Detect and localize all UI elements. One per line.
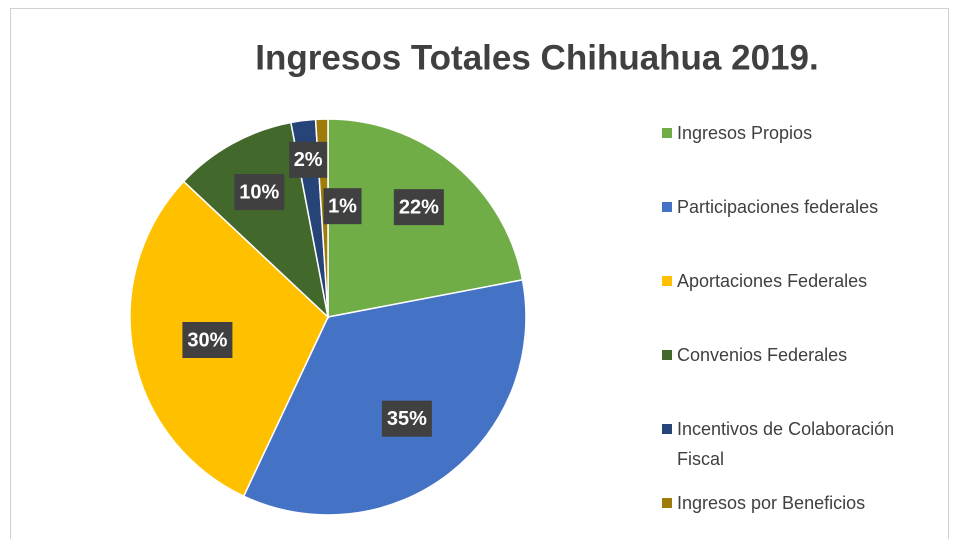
value-label-box xyxy=(381,400,432,437)
legend-item: Participaciones federales xyxy=(662,192,942,222)
value-label-box xyxy=(234,174,285,211)
value-label-box xyxy=(289,141,328,178)
value-label: 2% xyxy=(294,149,323,171)
legend-swatch xyxy=(662,350,672,360)
pie-slice xyxy=(242,279,527,516)
value-label: 10% xyxy=(239,181,279,203)
legend-label: Ingresos por Beneficios xyxy=(677,493,866,513)
legend-swatch xyxy=(662,128,672,138)
chart-frame xyxy=(10,8,949,539)
legend-item: Ingresos Propios xyxy=(662,118,942,148)
legend-swatch xyxy=(662,202,672,212)
legend-item: Incentivos de Colaboración Fiscal xyxy=(662,414,942,474)
legend-swatch xyxy=(662,424,672,434)
legend-label: Convenios Federales xyxy=(677,345,848,365)
legend-label: Aportaciones Federales xyxy=(677,271,868,291)
legend-label: Ingresos Propios xyxy=(677,123,813,143)
chart-title: Ingresos Totales Chihuahua 2019. xyxy=(255,38,818,77)
value-label-box xyxy=(323,188,362,225)
value-label: 22% xyxy=(399,196,439,218)
legend-swatch xyxy=(662,498,672,508)
value-label: 30% xyxy=(187,329,227,351)
legend-label: Participaciones federales xyxy=(677,197,879,217)
legend-item: Ingresos por Beneficios xyxy=(662,488,942,518)
legend-swatch xyxy=(662,276,672,286)
value-label-box xyxy=(393,189,444,226)
value-label: 35% xyxy=(387,408,427,430)
legend-item: Aportaciones Federales xyxy=(662,266,942,296)
legend-item: Convenios Federales xyxy=(662,340,942,370)
value-label-box xyxy=(182,322,233,359)
legend-label: Incentivos de Colaboración Fiscal xyxy=(677,419,895,469)
value-label: 1% xyxy=(328,195,357,217)
